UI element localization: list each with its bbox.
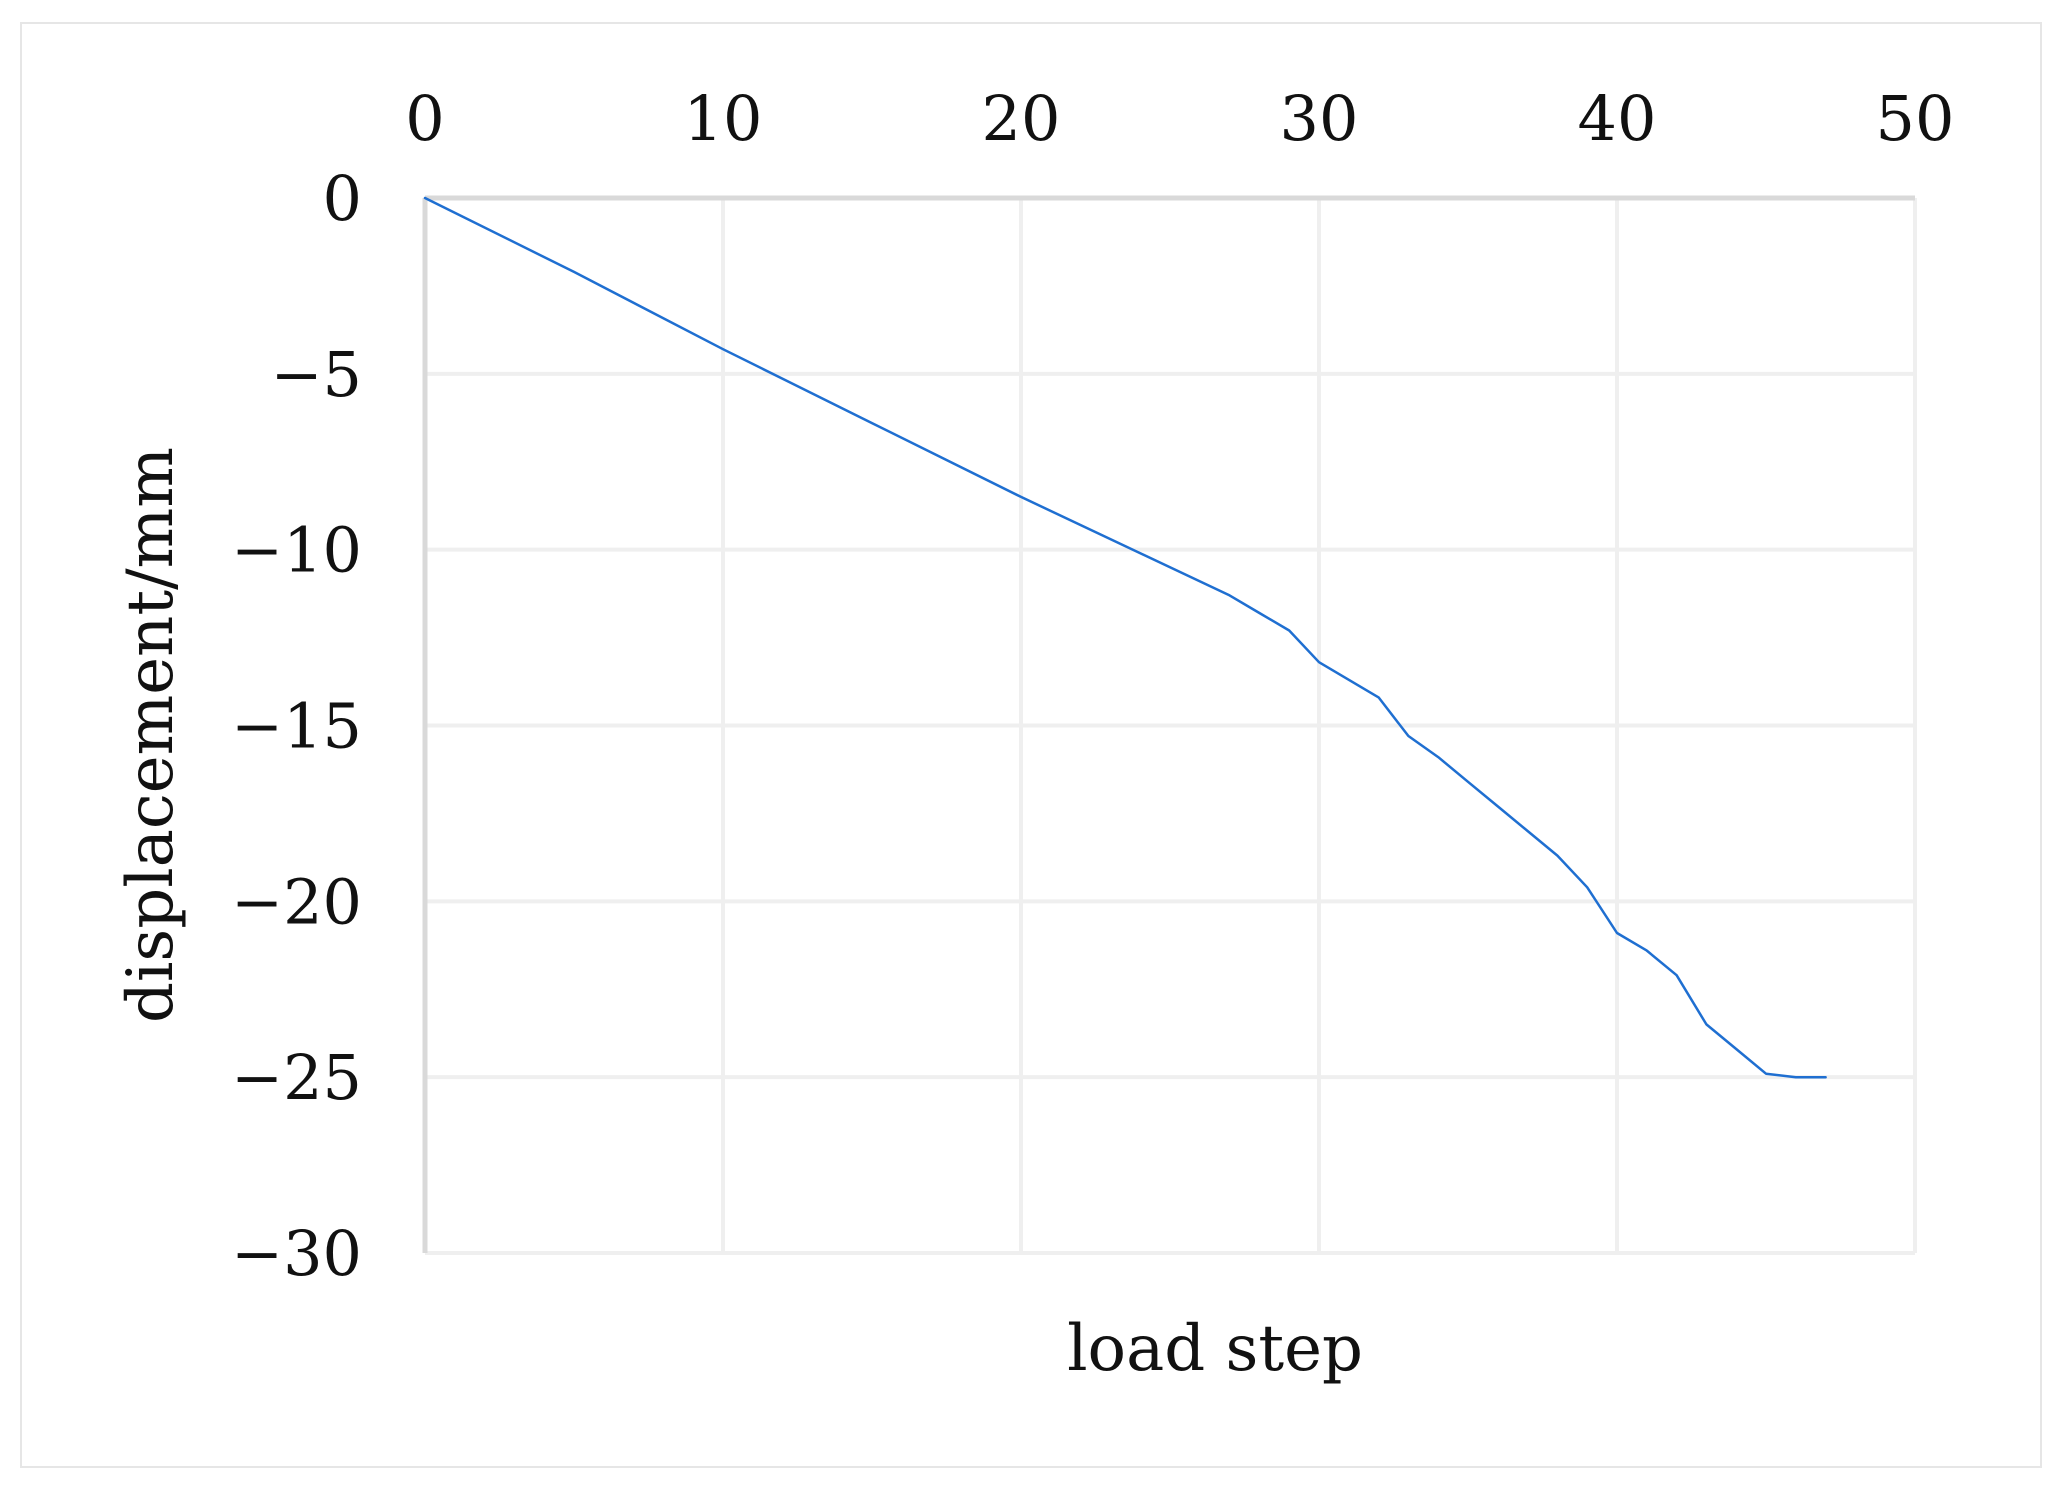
y-tick-label: −15 xyxy=(231,690,362,763)
x-tick-label: 40 xyxy=(1578,82,1657,155)
x-tick-label: 50 xyxy=(1876,82,1955,155)
grid-lines xyxy=(425,198,1917,1255)
y-tick-label: 0 xyxy=(323,162,362,235)
y-tick-label: −30 xyxy=(231,1217,362,1290)
y-tick-label: −5 xyxy=(271,338,362,411)
axes xyxy=(422,195,1915,1253)
y-tick-label: −20 xyxy=(231,865,362,938)
series-line xyxy=(423,196,1827,1079)
y-tick-labels: 0 −5 −10 −15 −20 −25 −30 xyxy=(231,162,362,1290)
y-tick-label: −10 xyxy=(231,514,362,587)
x-tick-label: 10 xyxy=(684,82,763,155)
x-tick-label: 20 xyxy=(982,82,1061,155)
x-tick-labels: 0 10 20 30 40 50 xyxy=(405,82,1954,155)
x-axis-title: load step xyxy=(1067,1312,1363,1386)
y-tick-label: −25 xyxy=(231,1041,362,1114)
x-tick-label: 0 xyxy=(405,82,444,155)
y-axis-title: displacement/mm xyxy=(114,447,188,1023)
x-tick-label: 30 xyxy=(1280,82,1359,155)
chart-frame xyxy=(20,22,2042,1468)
series-layer xyxy=(423,196,1827,1079)
